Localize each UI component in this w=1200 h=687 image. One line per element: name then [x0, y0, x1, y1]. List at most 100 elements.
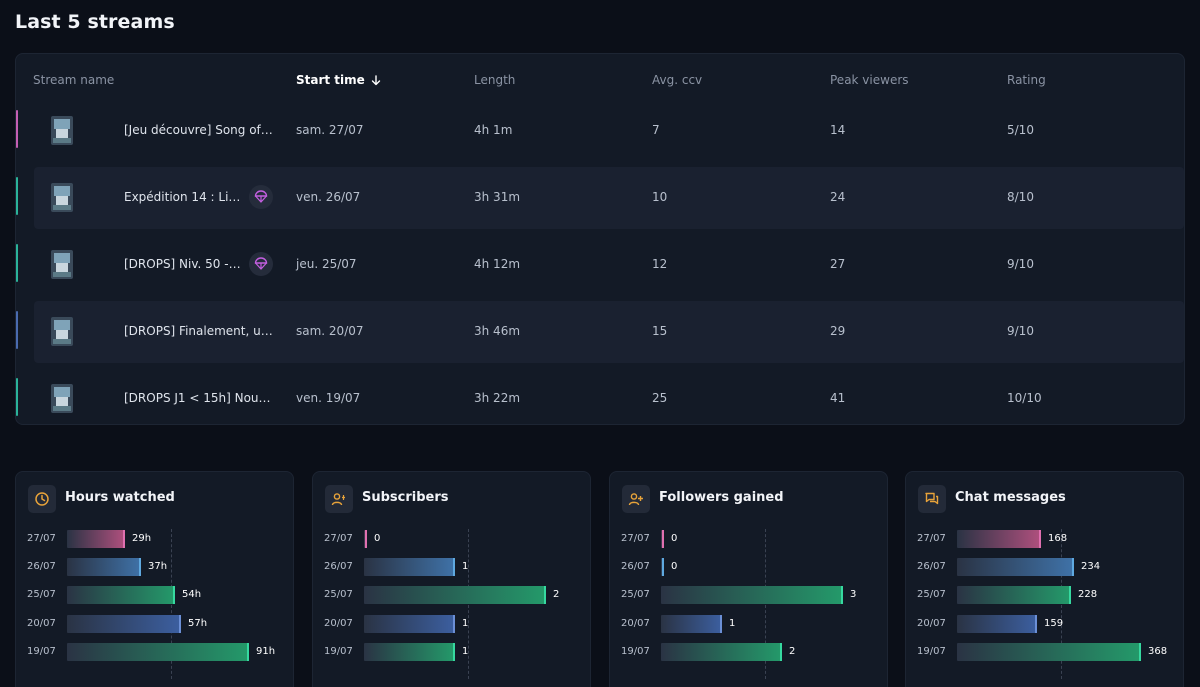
- rating: 9/10: [1007, 257, 1034, 271]
- bar-date: 19/07: [324, 646, 353, 657]
- bar-date: 25/07: [917, 589, 946, 600]
- bar-cap: [1069, 586, 1071, 604]
- bar[interactable]: [661, 643, 782, 661]
- bar-cap: [453, 643, 455, 661]
- bar-row: 26/07 1: [313, 558, 590, 578]
- column-length[interactable]: Length: [474, 73, 516, 87]
- bar-cap: [1035, 615, 1037, 633]
- bar-value: 234: [1081, 561, 1101, 572]
- avg-ccv: 10: [652, 190, 668, 204]
- bar-row: 20/07 159: [906, 615, 1183, 635]
- bar[interactable]: [957, 615, 1037, 633]
- bar[interactable]: [957, 530, 1041, 548]
- bar[interactable]: [67, 615, 181, 633]
- grid-line: [171, 529, 172, 679]
- start-time: ven. 26/07: [296, 190, 361, 204]
- bar-cap: [453, 558, 455, 576]
- table-row[interactable]: [DROPS] Niv. 50 - S... jeu. 25/07 4h 12m…: [16, 234, 1184, 296]
- bar[interactable]: [364, 558, 455, 576]
- bar-cap: [247, 643, 249, 661]
- row-accent-bar: [16, 110, 18, 148]
- grid-line: [468, 529, 469, 679]
- bar-date: 20/07: [917, 618, 946, 629]
- bar[interactable]: [957, 586, 1071, 604]
- stat-card-subscribers: Subscribers 27/07 0 26/07 1 25/07 2 20/0…: [312, 471, 591, 687]
- table-row[interactable]: [Jeu découvre] Song of ... sam. 27/07 4h…: [16, 100, 1184, 162]
- stat-card-chat-messages: Chat messages 27/07 168 26/07 234 25/07 …: [905, 471, 1184, 687]
- bar-row: 26/07 234: [906, 558, 1183, 578]
- bar-cap: [662, 558, 664, 576]
- stream-length: 4h 12m: [474, 257, 521, 271]
- peak-viewers: 14: [830, 123, 846, 137]
- bar[interactable]: [364, 643, 455, 661]
- bar[interactable]: [661, 586, 843, 604]
- bar[interactable]: [67, 586, 175, 604]
- rating: 5/10: [1007, 123, 1034, 137]
- stream-thumbnail: [51, 183, 73, 212]
- bar-cap: [365, 530, 367, 548]
- row-accent-bar: [16, 177, 18, 215]
- bar[interactable]: [364, 615, 455, 633]
- bar-row: 26/07 37h: [16, 558, 293, 578]
- stream-name[interactable]: [DROPS J1 < 15h] Nouvel...: [124, 391, 274, 405]
- bar-date: 19/07: [621, 646, 650, 657]
- bar[interactable]: [957, 558, 1074, 576]
- bar[interactable]: [67, 558, 141, 576]
- bar-value: 57h: [188, 618, 208, 629]
- rating: 8/10: [1007, 190, 1034, 204]
- bar-row: 19/07 91h: [16, 643, 293, 663]
- drops-parachute-icon: [249, 185, 273, 209]
- streams-table: Stream name Start time Length Avg. ccv P…: [15, 53, 1185, 425]
- bar-row: 25/07 2: [313, 586, 590, 606]
- column-avg-ccv[interactable]: Avg. ccv: [652, 73, 703, 87]
- column-peak-viewers[interactable]: Peak viewers: [830, 73, 909, 87]
- stream-length: 4h 1m: [474, 123, 513, 137]
- bar-date: 27/07: [27, 533, 56, 544]
- bar-date: 27/07: [917, 533, 946, 544]
- bar-row: 20/07 1: [610, 615, 887, 635]
- bar-row: 27/07 0: [313, 530, 590, 550]
- bar[interactable]: [67, 530, 125, 548]
- bar[interactable]: [67, 643, 249, 661]
- bar[interactable]: [957, 643, 1141, 661]
- bar[interactable]: [364, 586, 546, 604]
- bar-cap: [173, 586, 175, 604]
- stat-title: Subscribers: [362, 490, 449, 505]
- page-title: Last 5 streams: [15, 11, 175, 33]
- bar-date: 26/07: [27, 561, 56, 572]
- bar-value: 3: [850, 589, 857, 600]
- bar-value: 2: [553, 589, 560, 600]
- stream-thumbnail: [51, 317, 73, 346]
- bar-date: 20/07: [324, 618, 353, 629]
- subscriber-icon: [325, 485, 353, 513]
- bar-cap: [720, 615, 722, 633]
- table-row[interactable]: [DROPS] Finalement, un... sam. 20/07 3h …: [16, 301, 1184, 363]
- bar-date: 25/07: [324, 589, 353, 600]
- stream-name[interactable]: [DROPS] Finalement, un...: [124, 324, 274, 338]
- stream-name[interactable]: [Jeu découvre] Song of ...: [124, 123, 274, 137]
- bar-value: 54h: [182, 589, 202, 600]
- bar-value: 0: [671, 533, 678, 544]
- column-rating[interactable]: Rating: [1007, 73, 1046, 87]
- start-time: sam. 20/07: [296, 324, 364, 338]
- avg-ccv: 15: [652, 324, 668, 338]
- table-row[interactable]: Expédition 14 : Liqu... ven. 26/07 3h 31…: [16, 167, 1184, 229]
- bar-value: 1: [462, 618, 469, 629]
- stream-thumbnail: [51, 116, 73, 145]
- bar-value: 0: [671, 561, 678, 572]
- bar-date: 19/07: [27, 646, 56, 657]
- bar[interactable]: [661, 615, 722, 633]
- bar-cap: [780, 643, 782, 661]
- table-row[interactable]: [DROPS J1 < 15h] Nouvel... ven. 19/07 3h…: [16, 368, 1184, 424]
- bar-date: 20/07: [27, 618, 56, 629]
- table-header: Stream name Start time Length Avg. ccv P…: [16, 54, 1184, 106]
- stream-thumbnail: [51, 384, 73, 413]
- stream-name[interactable]: Expédition 14 : Liqu...: [124, 190, 244, 204]
- row-background: [34, 167, 1184, 229]
- rating: 10/10: [1007, 391, 1042, 405]
- column-stream-name[interactable]: Stream name: [33, 73, 115, 87]
- stream-name[interactable]: [DROPS] Niv. 50 - S...: [124, 257, 244, 271]
- bar-row: 20/07 57h: [16, 615, 293, 635]
- row-accent-bar: [16, 244, 18, 282]
- column-start-time[interactable]: Start time: [296, 73, 381, 89]
